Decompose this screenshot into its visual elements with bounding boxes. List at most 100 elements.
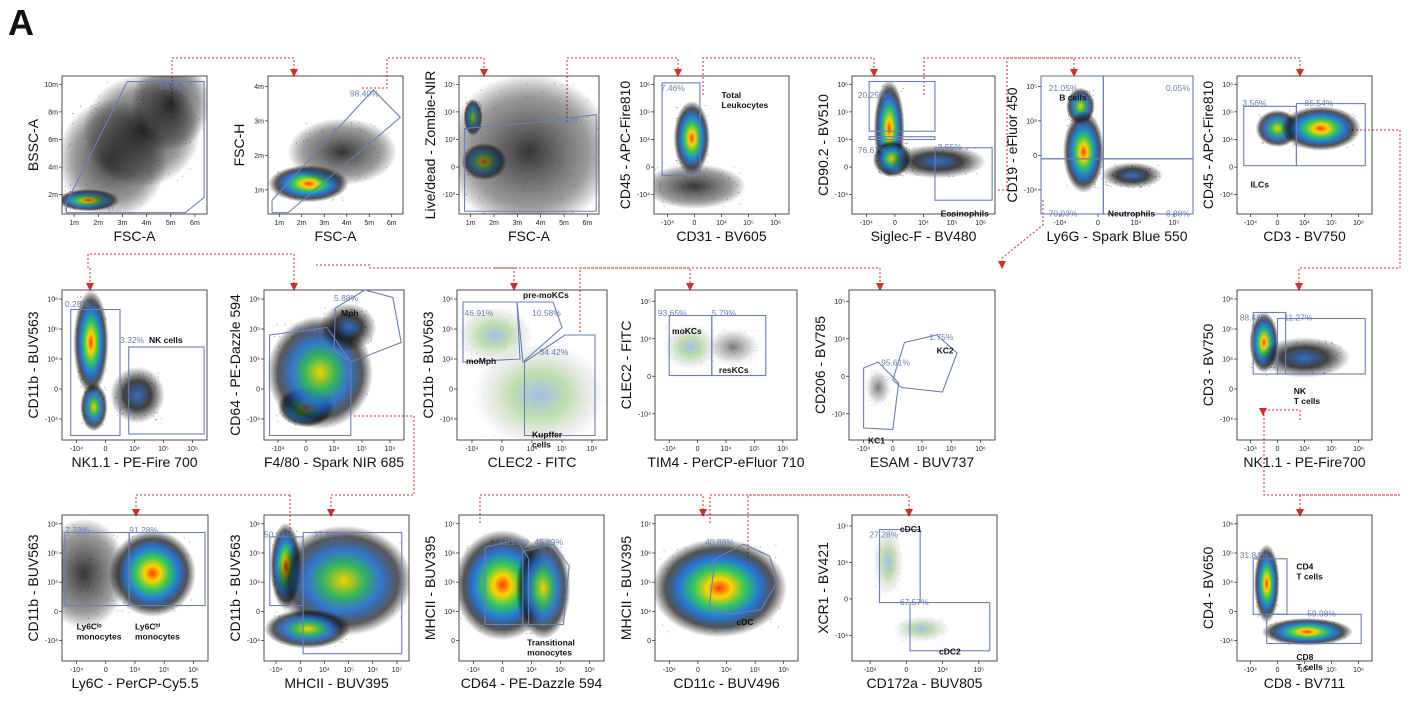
gate-percentage: 88.60 [160,82,182,92]
x-tick-label: 0 [501,667,505,674]
gate-percentage: 34.42% [540,347,569,357]
y-tick-label: 10⁵ [639,109,650,116]
y-tick-label: 6m [48,137,58,144]
y-tick-label: 0 [844,596,848,603]
x-axis-label: CD3 - BV750 [1263,228,1346,244]
x-tick-label: 2m [489,220,499,227]
y-tick-label: 10⁴ [837,560,848,567]
y-tick-label: 0 [646,165,650,172]
gate-percentage: 1.75% [929,332,954,342]
y-tick-label: 10⁵ [444,580,455,587]
gate-label: NK cells [149,335,183,345]
y-tick-label: -10⁴ [247,417,260,424]
gating-plot-p11: 93.65% moKCs 5.79% resKCs -10⁴ 0 10⁴ 10⁵ 10⁶ 10⁵ 1… [618,289,805,470]
x-tick-label: 10⁶ [975,220,986,227]
y-axis-label: MHCII - BUV395 [422,536,438,640]
x-tick-label: 10⁵ [1326,220,1337,227]
x-tick-label: 10⁶ [188,667,199,674]
gate-label: cDC [737,617,754,627]
gate-outline [302,531,403,655]
gate-percentage: 62.38 [557,115,579,125]
x-axis-label: Ly6G - Spark Blue 550 [1046,228,1187,244]
gate-percentage: 91.28% [129,525,158,535]
y-tick-label: 10⁴ [47,357,58,364]
x-tick-label: -10⁴ [864,667,877,674]
y-tick-label: -10⁴ [1220,638,1233,645]
y-tick-label: 10⁶ [640,550,651,557]
y-tick-label: 10⁴ [442,357,453,364]
gate-outline [269,326,352,437]
x-tick-label: 10⁴ [721,446,732,453]
gate-percentage: 37.81% [313,530,342,540]
x-axis-label: ESAM - BUV737 [870,454,974,470]
x-axis-label: NK1.1 - PE-Fire 700 [71,454,197,470]
gate-label: T cells [1296,662,1323,672]
density-cloud [1253,544,1353,646]
x-axis-label: MHCII - BUV395 [284,675,388,691]
y-tick-label: -10⁴ [247,638,260,645]
plot-frame [267,75,404,215]
x-tick-label: -10⁴ [663,446,676,453]
gating-arrow [132,494,290,517]
gating-arrow [923,57,1078,95]
y-tick-label: 10⁴ [837,137,848,144]
gating-plot-p18: 27.28%cDC1 67.57% cDC2 -10⁴ 0 10⁴ 10⁵ 10⁵ 10⁴ 0 -1… [815,514,998,691]
x-tick-label: -10⁴ [465,446,478,453]
y-tick-label: 10⁵ [1026,84,1037,91]
x-tick-label: 10⁵ [749,446,760,453]
density-cloud [1249,312,1351,378]
gate-label: cells [532,440,551,450]
density-cloud [457,304,607,440]
x-tick-label: 10⁴ [1131,220,1142,227]
x-axis-label: FSC-A [315,228,358,244]
y-tick-label: 10⁵ [834,299,845,306]
gating-plot-p12: 95.61% KC1 1.75% KC2 -10⁴ 0 10⁴ 10⁵ 10⁶ 10⁵ 10⁴ 0 -1… [812,289,996,470]
x-tick-label: 4m [142,220,152,227]
gate-label: Mph [341,308,358,318]
gating-plot-p7: 3.56% ILCs 85.54% -10⁴ 0 10⁴ 10⁵ 10⁶ 10⁶ 10⁵ 10⁴ 0 -… [1200,75,1373,244]
gate-label: pre-moKCs [523,290,569,300]
y-tick-label: -10⁴ [440,417,453,424]
x-tick-label: 0 [1276,220,1280,227]
y-tick-label: -10⁴ [637,192,650,199]
y-tick-label: 0 [1229,609,1233,616]
y-tick-label: 0 [54,609,58,616]
y-tick-label: -10³ [443,192,456,199]
gate-label: Ly6Cˡᵒ [77,622,103,632]
gate-outline [878,529,921,604]
gating-arrow [327,415,415,517]
y-axis-label: CD11b - BUV563 [25,534,41,641]
x-tick-label: -10⁴ [1244,446,1257,453]
x-tick-label: 10⁵ [557,446,568,453]
x-tick-label: 10⁴ [716,220,727,227]
x-tick-label: 10⁵ [947,220,958,227]
gate-percentage: 5.79% [712,308,737,318]
density-cloud [459,76,599,214]
y-axis-label: FSC-H [231,124,247,167]
x-tick-label: 10⁵ [555,667,566,674]
gate-outline [708,543,779,615]
x-tick-label: 10⁶ [1353,446,1364,453]
x-tick-label: 0 [298,667,302,674]
y-axis-label: BSSC-A [25,118,41,171]
y-tick-label: 10⁴ [639,137,650,144]
x-tick-label: 0 [1276,667,1280,674]
y-tick-label: 10⁶ [47,297,58,304]
y-tick-label: 10⁴ [834,336,845,343]
gate-label: moKCs [672,326,702,336]
density-cloud [267,303,377,430]
gating-plot-p5: 20.25% 76.67% 2.55% Eosinophils -10⁴ 0 10⁴ 10⁵ 1… [815,75,996,244]
x-tick-label: 0 [304,446,308,453]
x-tick-label: 10⁵ [158,446,169,453]
y-axis-label: CD90.2 - BV510 [815,94,831,196]
x-tick-label: 10⁵ [343,667,354,674]
x-tick-label: 3m [118,220,128,227]
gate-label: Ly6Cʰⁱ [135,621,161,632]
gate-label: monocytes [135,632,180,642]
density-cloud [264,522,409,649]
gate-percentage: 93.84% [295,325,324,335]
gate-outline [892,334,958,393]
gate-outline [868,80,936,132]
